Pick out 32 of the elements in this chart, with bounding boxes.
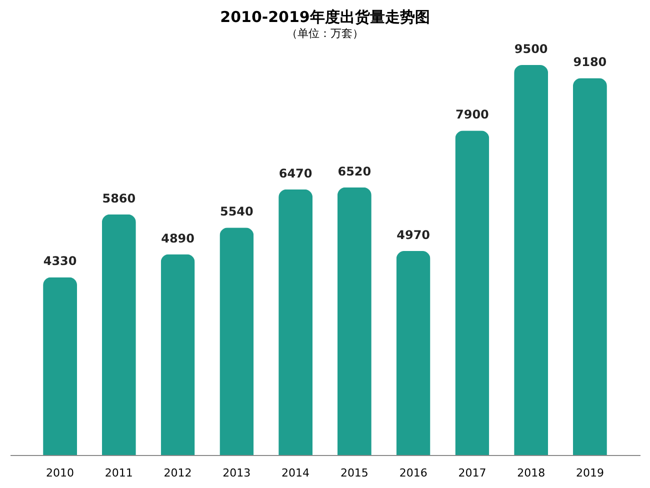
bar bbox=[455, 130, 490, 455]
x-tick-label: 2013 bbox=[222, 466, 251, 480]
bar bbox=[43, 277, 78, 455]
chart-subtitle: （单位：万套） bbox=[286, 27, 364, 40]
x-tick-label: 2018 bbox=[517, 466, 546, 480]
x-tick-label: 2010 bbox=[46, 466, 74, 480]
bar bbox=[572, 78, 607, 455]
data-label: 6520 bbox=[338, 164, 372, 178]
bar bbox=[278, 189, 313, 455]
x-tick-label: 2012 bbox=[164, 466, 192, 480]
data-label: 9500 bbox=[514, 42, 548, 56]
data-label: 7900 bbox=[455, 108, 489, 122]
data-label: 4970 bbox=[396, 228, 430, 242]
data-label: 5860 bbox=[102, 191, 136, 206]
bar bbox=[102, 214, 136, 455]
x-tick-label: 2019 bbox=[576, 466, 604, 480]
chart-title: 2010-2019年度出货量走势图 bbox=[220, 8, 430, 26]
data-label: 9180 bbox=[573, 55, 607, 70]
x-tick-label: 2011 bbox=[104, 466, 133, 480]
bar bbox=[220, 228, 254, 455]
x-tick-label: 2014 bbox=[282, 466, 310, 480]
data-label: 4330 bbox=[43, 254, 77, 268]
data-label: 5540 bbox=[220, 204, 254, 219]
x-tick-label: 2017 bbox=[458, 466, 486, 480]
bar bbox=[337, 187, 372, 455]
x-tick-label: 2015 bbox=[340, 466, 368, 480]
data-label: 4890 bbox=[161, 231, 195, 246]
data-label: 6470 bbox=[278, 166, 312, 180]
x-tick-label: 2016 bbox=[399, 466, 428, 480]
bar bbox=[160, 254, 195, 455]
bar bbox=[396, 250, 430, 455]
bar bbox=[514, 65, 548, 455]
